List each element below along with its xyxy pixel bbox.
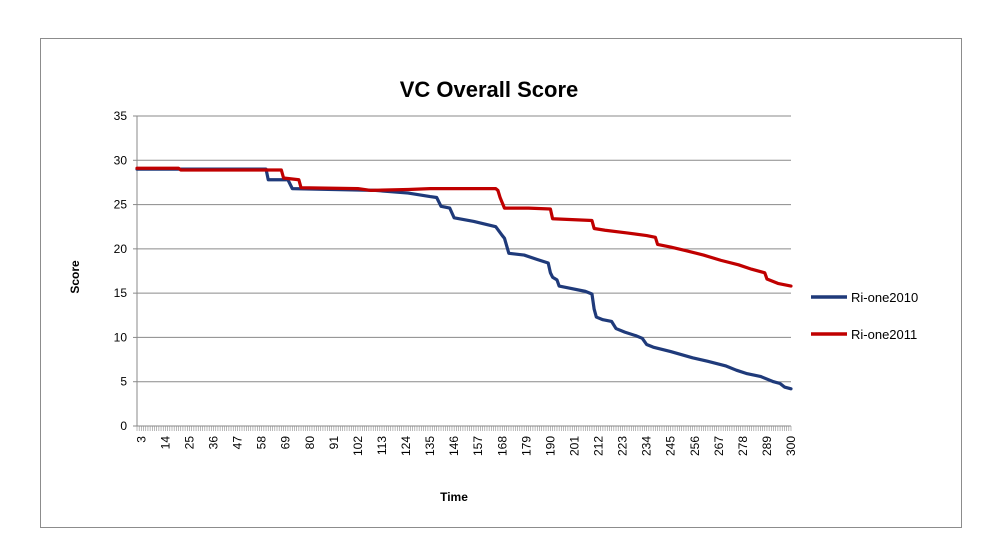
x-tick-label: 113 — [375, 436, 389, 455]
x-tick-label: 245 — [664, 436, 678, 456]
series-line-Ri-one2011 — [135, 166, 793, 288]
x-tick-label: 223 — [616, 436, 630, 456]
y-axis-title: Score — [68, 260, 82, 294]
x-tick-label: 69 — [279, 436, 293, 450]
x-tick-label: 201 — [567, 436, 581, 456]
y-tick-label: 20 — [114, 242, 128, 256]
x-tick-label: 212 — [592, 436, 606, 456]
x-tick-label: 80 — [303, 436, 317, 450]
x-tick-label: 256 — [688, 436, 702, 456]
x-tick-label: 36 — [207, 436, 221, 450]
chart-title: VC Overall Score — [400, 77, 579, 102]
x-tick-labels: 3 14 25 36 47 58 69 80 91 102 113 124 135 146 157 168 17… — [134, 436, 798, 456]
y-tick-label: 5 — [120, 375, 127, 389]
x-tick-label: 102 — [351, 436, 365, 456]
series-lines — [135, 166, 793, 391]
x-tick-label: 135 — [423, 436, 437, 456]
series-line-Ri-one2010 — [135, 167, 793, 391]
y-tick-label: 0 — [120, 419, 127, 433]
line-chart: VC Overall Score 0 5 10 15 20 25 30 35 3 14 25 36 4… — [68, 77, 918, 504]
x-tick-label: 25 — [182, 436, 196, 450]
x-tick-label: 47 — [231, 436, 245, 450]
x-tick-label: 267 — [712, 436, 726, 456]
legend-label: Ri-one2010 — [851, 290, 918, 305]
x-axis-title: Time — [440, 490, 468, 504]
x-tick-label: 179 — [519, 436, 533, 456]
x-tick-label: 300 — [784, 436, 798, 456]
x-tick-label: 234 — [640, 436, 654, 456]
y-tick-label: 10 — [114, 330, 128, 344]
x-tick-label: 278 — [736, 436, 750, 456]
x-tick-label: 124 — [399, 436, 413, 456]
y-tick-label: 25 — [114, 198, 128, 212]
x-tick-label: 58 — [255, 436, 269, 450]
x-tick-label: 190 — [543, 436, 557, 456]
y-tick-label: 15 — [114, 286, 128, 300]
chart-area: VC Overall Score 0 5 10 15 20 25 30 35 3 14 25 36 4… — [40, 38, 962, 528]
x-tick-label: 157 — [471, 436, 485, 456]
y-tick-label: 35 — [114, 109, 128, 123]
legend: Ri-one2010 Ri-one2011 — [811, 290, 918, 342]
gridlines — [137, 115, 791, 383]
y-tick-label: 30 — [114, 153, 128, 167]
y-tick-labels: 0 5 10 15 20 25 30 35 — [114, 109, 128, 433]
x-tick-label: 14 — [158, 436, 172, 450]
x-tick-label: 146 — [447, 436, 461, 456]
x-tick-label: 3 — [134, 436, 148, 443]
x-tick-label: 168 — [495, 436, 509, 456]
axes — [133, 115, 792, 431]
legend-label: Ri-one2011 — [851, 327, 917, 342]
x-tick-label: 91 — [327, 436, 341, 450]
x-tick-marks — [136, 426, 792, 431]
x-tick-label: 289 — [760, 436, 774, 456]
